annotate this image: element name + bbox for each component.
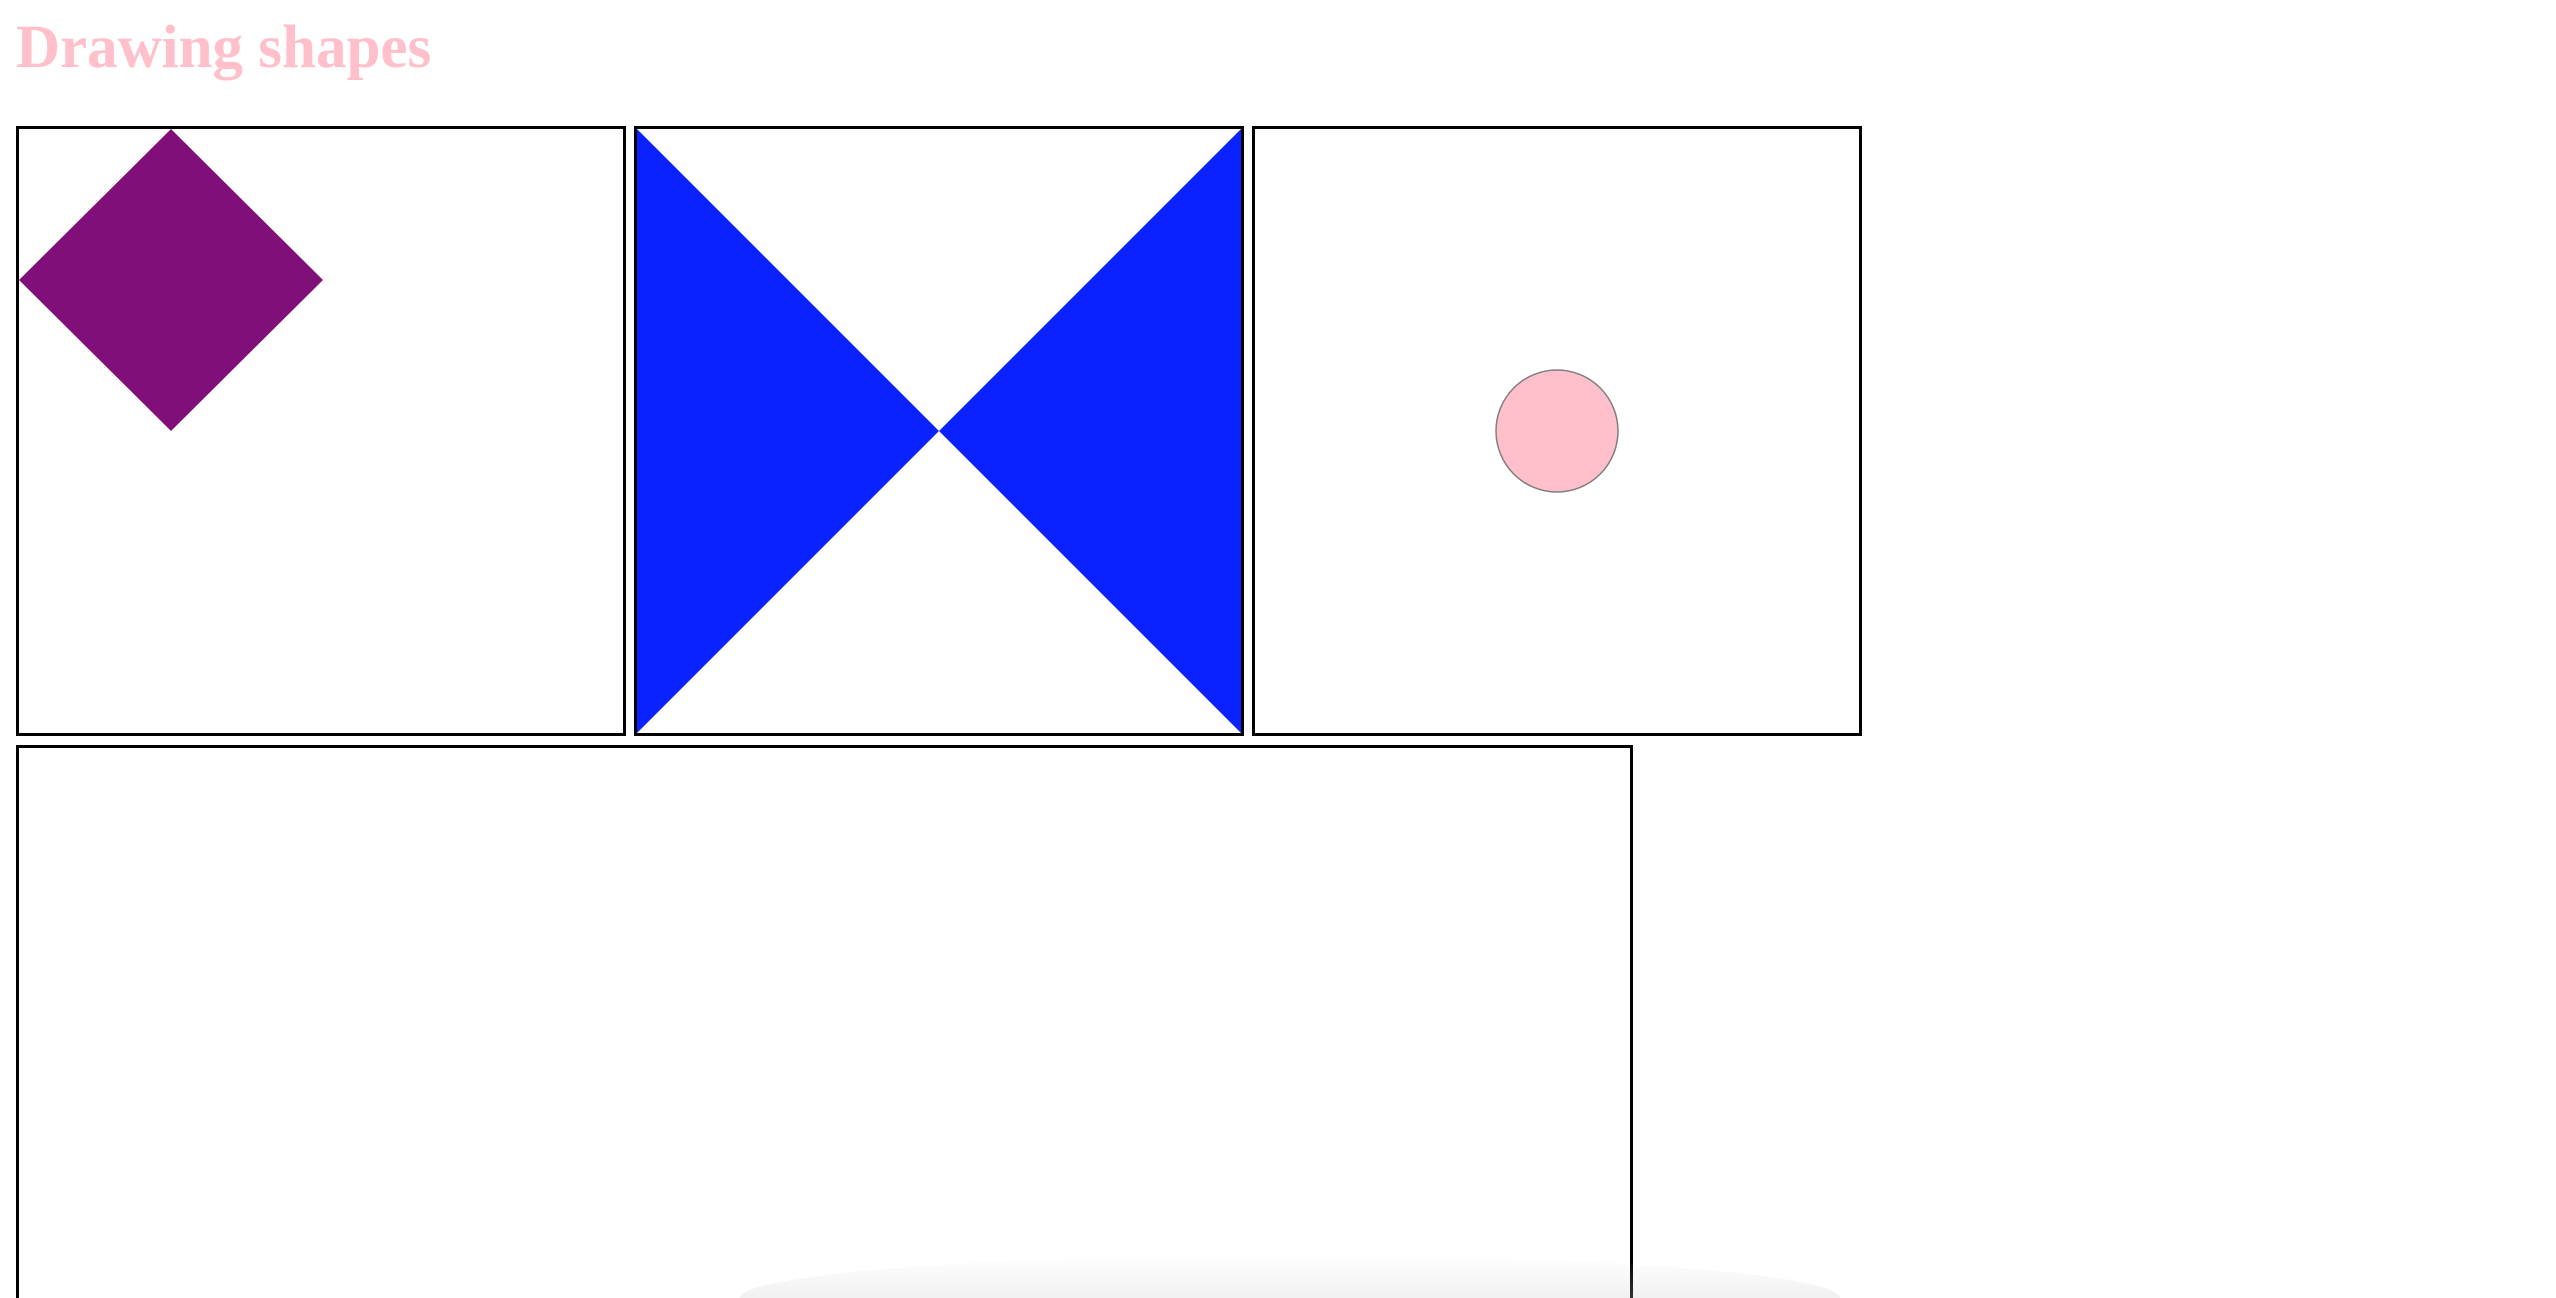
pink-circle bbox=[1495, 369, 1619, 493]
bowtie-left-triangle bbox=[637, 129, 939, 733]
canvas-bowtie[interactable] bbox=[634, 126, 1244, 736]
page-title: Drawing shapes bbox=[16, 14, 432, 81]
diamond-drawing bbox=[19, 129, 323, 431]
bowtie-right-triangle bbox=[939, 129, 1241, 733]
bowtie-drawing bbox=[637, 129, 1241, 733]
canvas-circle[interactable] bbox=[1252, 126, 1862, 736]
diamond-shape bbox=[19, 129, 323, 431]
circle-drawing bbox=[1495, 369, 1619, 493]
canvas-blank[interactable] bbox=[16, 745, 1633, 1298]
canvas-diamond[interactable] bbox=[16, 126, 626, 736]
